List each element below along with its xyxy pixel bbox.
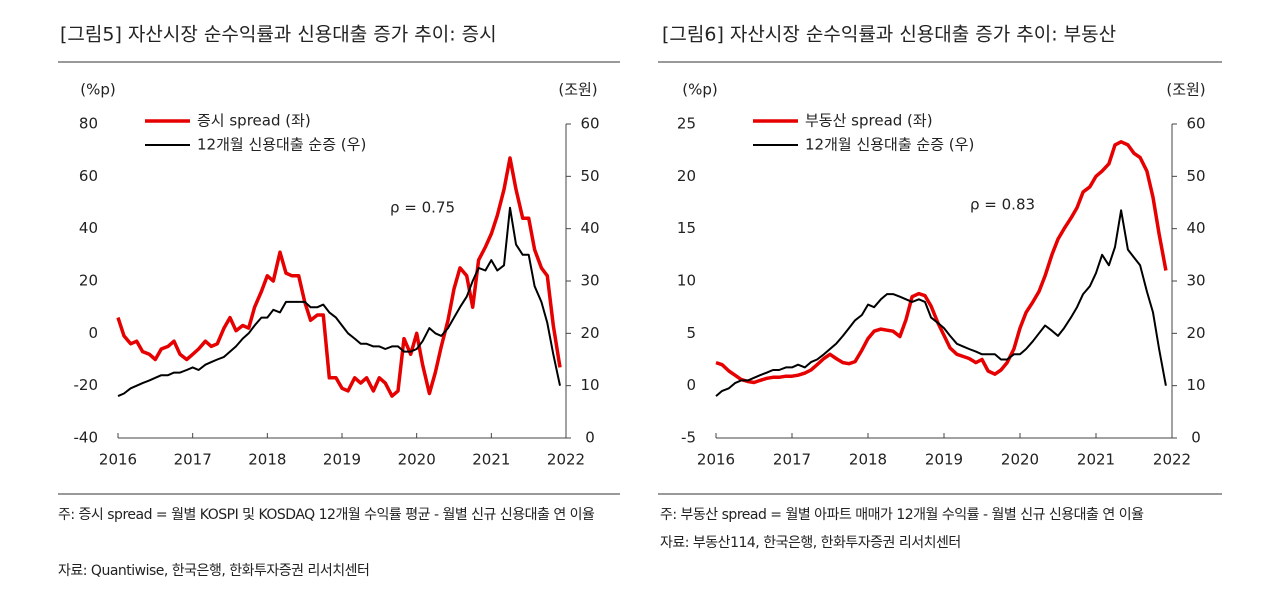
y-tick-label: 0 xyxy=(686,376,696,394)
charts: [그림5] 자산시장 순수익률과 신용대출 증가 추이: 증시 (%p) (조원) -… xyxy=(58,24,1222,495)
x-tick-label: 2017 xyxy=(174,451,212,469)
x-tick-label: 2019 xyxy=(323,451,361,469)
note: 주: 부동산 spread = 월별 아파트 매매가 12개월 수익률 - 월별… xyxy=(660,507,1144,523)
x-tick-label: 2017 xyxy=(773,451,811,469)
chart-title: [그림6] 자산시장 순수익률과 신용대출 증가 추이: 부동산 xyxy=(662,24,1116,46)
y2-tick-label: 20 xyxy=(580,324,599,342)
y2-tick-label: 0 xyxy=(585,429,595,447)
source: 자료: Quantiwise, 한국은행, 한화투자증권 리서치센터 xyxy=(58,563,370,579)
x-tick-label: 2022 xyxy=(547,451,585,469)
series-line xyxy=(117,206,561,398)
y-tick-label: 20 xyxy=(79,272,98,290)
y-tick-label: -40 xyxy=(74,429,99,447)
y-tick-label: 60 xyxy=(79,167,98,185)
y2-tick-label: 30 xyxy=(580,272,599,290)
y2-tick-label: 50 xyxy=(1186,167,1205,185)
x-tick-label: 2016 xyxy=(99,451,137,469)
source: 자료: 부동산114, 한국은행, 한화투자증권 리서치센터 xyxy=(660,535,961,551)
y2-tick-label: 40 xyxy=(580,219,599,237)
y-tick-label: 25 xyxy=(677,115,696,133)
y2-tick-label: 20 xyxy=(1186,324,1205,342)
y2-tick-label: 10 xyxy=(580,376,599,394)
y2-tick-label: 50 xyxy=(580,167,599,185)
y-tick-label: 0 xyxy=(88,324,98,342)
y2-tick-label: 10 xyxy=(1186,376,1205,394)
y-tick-label: 10 xyxy=(677,272,696,290)
y-tick-label: 5 xyxy=(686,324,696,342)
y2-tick-label: 60 xyxy=(580,115,599,133)
y-tick-label: 80 xyxy=(79,115,98,133)
legend-label: 12개월 신용대출 순증 (우) xyxy=(197,136,366,154)
y2-tick-label: 60 xyxy=(1186,115,1205,133)
x-tick-label: 2021 xyxy=(1077,451,1115,469)
x-tick-label: 2020 xyxy=(1001,451,1039,469)
series-line xyxy=(715,140,1168,385)
legend-label: 부동산 spread (좌) xyxy=(805,112,933,130)
y2-tick-label: 40 xyxy=(1186,219,1205,237)
y-axis-label: (%p) xyxy=(682,81,717,99)
chart-title: [그림5] 자산시장 순수익률과 신용대출 증가 추이: 증시 xyxy=(60,24,497,46)
series-line xyxy=(116,156,562,398)
legend-label: 증시 spread (좌) xyxy=(197,112,311,130)
y-tick-label: 20 xyxy=(677,167,696,185)
y2-axis-label: (조원) xyxy=(558,81,597,99)
x-tick-label: 2021 xyxy=(472,451,510,469)
y-tick-label: -5 xyxy=(681,429,696,447)
x-tick-label: 2020 xyxy=(398,451,436,469)
x-tick-label: 2018 xyxy=(849,451,887,469)
annotation: ρ = 0.75 xyxy=(390,199,455,217)
series-line xyxy=(715,209,1167,397)
x-tick-label: 2019 xyxy=(925,451,963,469)
x-tick-label: 2022 xyxy=(1153,451,1191,469)
annotation: ρ = 0.83 xyxy=(970,196,1035,214)
y2-axis-label: (조원) xyxy=(1166,81,1205,99)
legend-label: 12개월 신용대출 순증 (우) xyxy=(805,136,974,154)
y2-tick-label: 0 xyxy=(1191,429,1201,447)
y-tick-label: 40 xyxy=(79,219,98,237)
note: 주: 증시 spread = 월별 KOSPI 및 KOSDAQ 12개월 수익… xyxy=(58,507,595,523)
x-tick-label: 2018 xyxy=(248,451,286,469)
y-tick-label: -20 xyxy=(74,376,99,394)
y-axis-label: (%p) xyxy=(80,81,115,99)
y-tick-label: 15 xyxy=(677,219,696,237)
x-tick-label: 2016 xyxy=(697,451,735,469)
y2-tick-label: 30 xyxy=(1186,272,1205,290)
